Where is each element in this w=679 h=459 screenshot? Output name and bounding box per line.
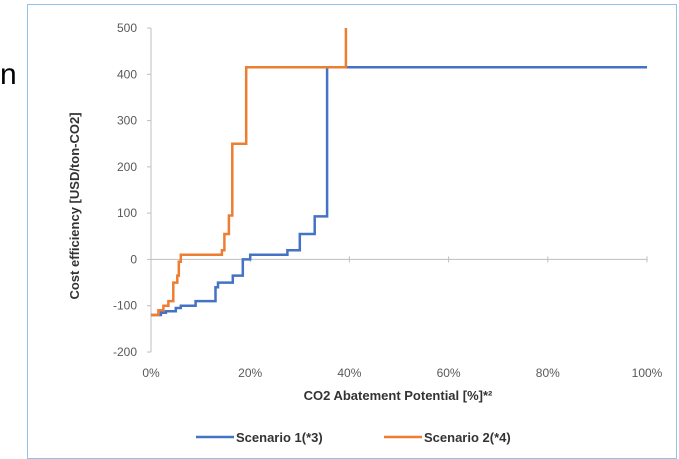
edge-text: n — [0, 58, 17, 91]
x-tick-label: 20% — [238, 366, 262, 380]
x-tick-label: 80% — [536, 366, 560, 380]
y-tick-label: 200 — [117, 160, 137, 174]
y-tick-label: 100 — [117, 206, 137, 220]
legend-label-2: Scenario 2(*4) — [424, 430, 511, 445]
y-tick-label: -200 — [113, 345, 137, 359]
tick-labels: -200 -100 0 100 200 300 400 500 0% 20% 40% 60% 80% 10… — [113, 21, 663, 380]
series-line-2 — [151, 28, 348, 317]
chart-frame — [27, 4, 677, 459]
y-tick-label: 0 — [130, 252, 137, 266]
y-tick-label: -100 — [113, 299, 137, 313]
x-tick-label: 100% — [632, 366, 663, 380]
y-axis-title: Cost efficiency [USD/ton-CO2] — [67, 112, 82, 299]
y-tick-label: 500 — [117, 21, 137, 35]
series-line-1 — [151, 66, 647, 317]
legend-label-1: Scenario 1(*3) — [236, 430, 323, 445]
x-tick-label: 40% — [337, 366, 361, 380]
series-layer — [151, 28, 647, 317]
x-tick-label: 0% — [142, 366, 160, 380]
axes — [147, 27, 648, 353]
x-tick-label: 60% — [437, 366, 461, 380]
y-tick-label: 400 — [117, 67, 137, 81]
legend: Scenario 1(*3) Scenario 2(*4) — [196, 430, 511, 445]
y-tick-label: 300 — [117, 114, 137, 128]
x-axis-title: CO2 Abatement Potential [%]*² — [304, 388, 493, 403]
